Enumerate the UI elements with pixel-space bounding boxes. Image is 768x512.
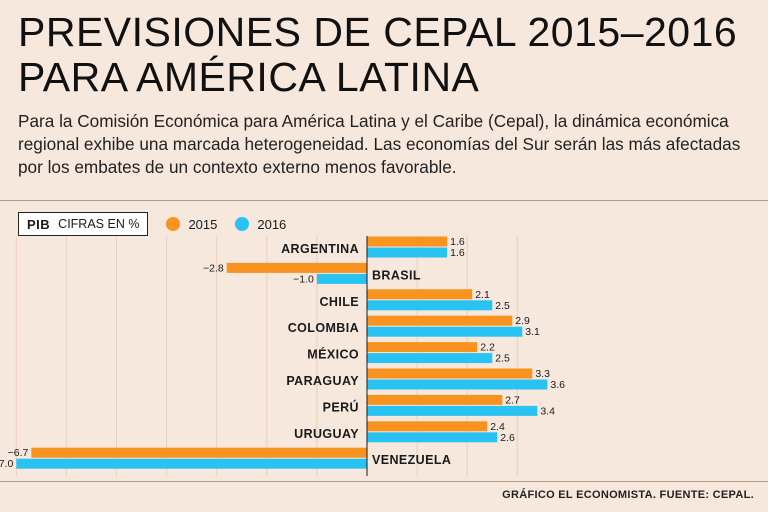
legend-swatch-2016 <box>235 217 250 231</box>
bar-2015-7 <box>367 421 488 432</box>
bar-2016-1 <box>316 273 367 284</box>
bar-2016-0 <box>367 247 448 258</box>
chart-title: PREVISIONES DE CEPAL 2015–2016 PARA AMÉR… <box>18 10 758 100</box>
category-label: URUGUAY <box>294 427 359 441</box>
value-label: 3.4 <box>540 405 555 417</box>
value-label: 2.5 <box>495 300 510 312</box>
bar-2015-8 <box>31 447 368 458</box>
bar-2015-2 <box>367 289 473 300</box>
bar-2015-0 <box>367 236 448 247</box>
value-label: 2.4 <box>490 421 505 433</box>
category-label: PERÚ <box>323 399 359 414</box>
bar-2016-5 <box>367 379 548 390</box>
bar-2015-5 <box>367 368 533 379</box>
pib-label: PIB <box>27 216 51 232</box>
value-label: 3.6 <box>550 379 565 391</box>
category-label: MÉXICO <box>307 347 359 362</box>
legend-label-2016: 2016 <box>257 216 287 232</box>
category-label: COLOMBIA <box>288 321 359 335</box>
bar-2015-3 <box>367 315 513 326</box>
value-label: 3.1 <box>525 326 540 338</box>
category-label: CHILE <box>320 295 360 309</box>
bar-2016-7 <box>367 432 498 443</box>
category-label: BRASIL <box>372 268 421 282</box>
unit-label: CIFRAS EN % <box>58 217 140 231</box>
value-label: 3.3 <box>535 368 550 380</box>
chart-subtitle: Para la Comisión Económica para América … <box>18 111 741 177</box>
bottom-divider <box>0 481 768 482</box>
title-line-2: PARA AMÉRICA LATINA <box>18 54 480 100</box>
bar-2016-4 <box>367 353 493 364</box>
value-label: 2.6 <box>500 432 515 444</box>
category-label: PARAGUAY <box>286 374 359 388</box>
value-label: −2.8 <box>203 262 224 274</box>
category-label: VENEZUELA <box>372 453 451 467</box>
bar-2016-2 <box>367 300 493 311</box>
value-label: 1.6 <box>450 236 465 248</box>
top-divider <box>0 200 768 201</box>
title-line-1: PREVISIONES DE CEPAL 2015–2016 <box>18 9 738 55</box>
value-label: 2.2 <box>480 342 495 354</box>
value-label: −7.0 <box>0 458 13 470</box>
value-label: 2.9 <box>515 315 530 327</box>
bar-2015-1 <box>226 262 367 273</box>
bar-2015-6 <box>367 394 503 405</box>
legend: PIB CIFRAS EN % 2015 2016 <box>18 211 286 237</box>
bar-2015-4 <box>367 342 478 353</box>
legend-item-2015: 2015 <box>166 217 217 232</box>
value-label: 2.7 <box>505 394 520 406</box>
bar-2016-3 <box>367 326 523 337</box>
value-label: −6.7 <box>8 447 29 459</box>
legend-label-2015: 2015 <box>188 216 218 232</box>
category-label: ARGENTINA <box>281 242 359 256</box>
source-note: GRÁFICO EL ECONOMISTA. FUENTE: CEPAL. <box>502 489 754 501</box>
value-label: 1.6 <box>450 247 465 259</box>
legend-item-2016: 2016 <box>235 217 286 232</box>
value-label: 2.5 <box>495 353 510 365</box>
value-label: −1.0 <box>293 273 314 285</box>
value-label: 2.1 <box>475 289 490 301</box>
bar-2016-6 <box>367 405 538 416</box>
legend-swatch-2015 <box>166 217 181 231</box>
unit-box: PIB CIFRAS EN % <box>18 212 149 236</box>
bar-2016-8 <box>16 458 368 469</box>
